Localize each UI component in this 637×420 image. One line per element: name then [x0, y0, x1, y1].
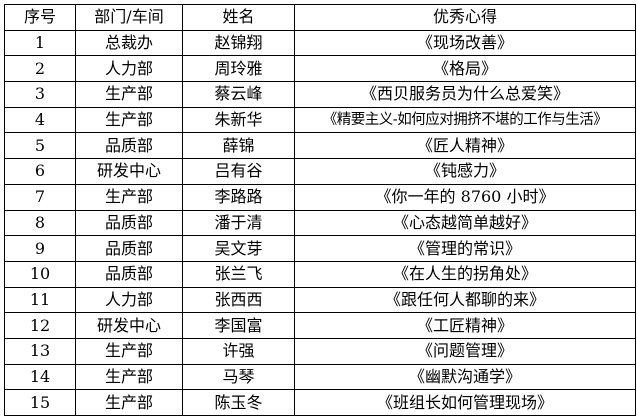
table-row: 15 生产部 陈玉冬 《班组长如何管理现场》	[4, 389, 636, 416]
row-book: 《现场改善》	[294, 29, 636, 57]
table-row: 5 品质部 薛锦 《匠人精神》	[4, 132, 636, 160]
row-name: 许强	[182, 337, 295, 365]
table-row: 1 总裁办 赵锦翔 《现场改善》	[4, 29, 636, 57]
table-row: 9 品质部 吴文芽 《管理的常识》	[4, 235, 636, 262]
row-department: 人力部	[75, 55, 183, 83]
row-book: 《你一年的 8760 小时》	[294, 183, 636, 211]
row-book: 《问题管理》	[294, 337, 636, 365]
row-index: 3	[4, 81, 76, 108]
row-name: 蔡云峰	[182, 81, 295, 108]
table-row: 10 品质部 张兰飞 《在人生的拐角处》	[4, 260, 636, 288]
table-row: 11 人力部 张西西 《跟任何人都聊的来》	[4, 286, 636, 314]
row-book: 《在人生的拐角处》	[294, 260, 636, 288]
row-index: 4	[4, 106, 76, 134]
row-department: 生产部	[75, 389, 183, 416]
row-book: 《格局》	[294, 55, 636, 83]
row-book: 《工匠精神》	[294, 312, 636, 339]
row-name: 张西西	[182, 286, 295, 314]
row-index: 1	[4, 29, 76, 57]
row-name: 李国富	[182, 312, 295, 339]
row-name: 张兰飞	[182, 260, 295, 288]
row-department: 品质部	[75, 260, 183, 288]
row-name: 赵锦翔	[182, 29, 295, 57]
row-book: 《精要主义-如何应对拥挤不堪的工作与生活》	[294, 106, 636, 134]
row-index: 13	[4, 337, 76, 365]
row-book: 《匠人精神》	[294, 132, 636, 160]
row-department: 生产部	[75, 183, 183, 211]
row-department: 品质部	[75, 132, 183, 160]
row-index: 6	[4, 158, 76, 185]
row-index: 5	[4, 132, 76, 160]
row-index: 15	[4, 389, 76, 416]
row-index: 2	[4, 55, 76, 83]
row-index: 10	[4, 260, 76, 288]
row-index: 7	[4, 183, 76, 211]
row-department: 人力部	[75, 286, 183, 314]
row-book: 《管理的常识》	[294, 235, 636, 262]
row-name: 吕有谷	[182, 158, 295, 185]
row-book: 《西贝服务员为什么总爱笑》	[294, 81, 636, 108]
header-index: 序号	[4, 4, 76, 31]
row-name: 陈玉冬	[182, 389, 295, 416]
row-department: 生产部	[75, 81, 183, 108]
header-name: 姓名	[182, 4, 295, 31]
row-book: 《跟任何人都聊的来》	[294, 286, 636, 314]
table-row: 2 人力部 周玲雅 《格局》	[4, 55, 636, 83]
table-row: 6 研发中心 吕有谷 《钝感力》	[4, 158, 636, 185]
header-insight: 优秀心得	[294, 4, 636, 31]
row-department: 品质部	[75, 235, 183, 262]
row-department: 生产部	[75, 106, 183, 134]
row-name: 李路路	[182, 183, 295, 211]
row-department: 生产部	[75, 337, 183, 365]
row-index: 11	[4, 286, 76, 314]
row-department: 研发中心	[75, 158, 183, 185]
row-book: 《班组长如何管理现场》	[294, 389, 636, 416]
table-row: 3 生产部 蔡云峰 《西贝服务员为什么总爱笑》	[4, 81, 636, 108]
row-index: 12	[4, 312, 76, 339]
table-row: 12 研发中心 李国富 《工匠精神》	[4, 312, 636, 339]
table-row: 14 生产部 马琴 《幽默沟通学》	[4, 363, 636, 391]
table-row: 13 生产部 许强 《问题管理》	[4, 337, 636, 365]
row-department: 总裁办	[75, 29, 183, 57]
row-department: 品质部	[75, 209, 183, 237]
row-index: 8	[4, 209, 76, 237]
row-department: 生产部	[75, 363, 183, 391]
row-department: 研发中心	[75, 312, 183, 339]
header-department: 部门/车间	[75, 4, 183, 31]
table-row: 4 生产部 朱新华 《精要主义-如何应对拥挤不堪的工作与生活》	[4, 106, 636, 134]
row-book: 《钝感力》	[294, 158, 636, 185]
row-name: 周玲雅	[182, 55, 295, 83]
row-book: 《幽默沟通学》	[294, 363, 636, 391]
row-name: 薛锦	[182, 132, 295, 160]
row-name: 潘于清	[182, 209, 295, 237]
row-name: 朱新华	[182, 106, 295, 134]
header-row: 序号 部门/车间 姓名 优秀心得	[4, 4, 636, 31]
table-row: 8 品质部 潘于清 《心态越简单越好》	[4, 209, 636, 237]
reading-awards-table: 序号 部门/车间 姓名 优秀心得 1 总裁办 赵锦翔 《现场改善》 2 人力部 周玲雅 《格局…	[4, 4, 636, 416]
row-name: 吴文芽	[182, 235, 295, 262]
row-index: 14	[4, 363, 76, 391]
row-name: 马琴	[182, 363, 295, 391]
row-book: 《心态越简单越好》	[294, 209, 636, 237]
row-index: 9	[4, 235, 76, 262]
table-row: 7 生产部 李路路 《你一年的 8760 小时》	[4, 183, 636, 211]
